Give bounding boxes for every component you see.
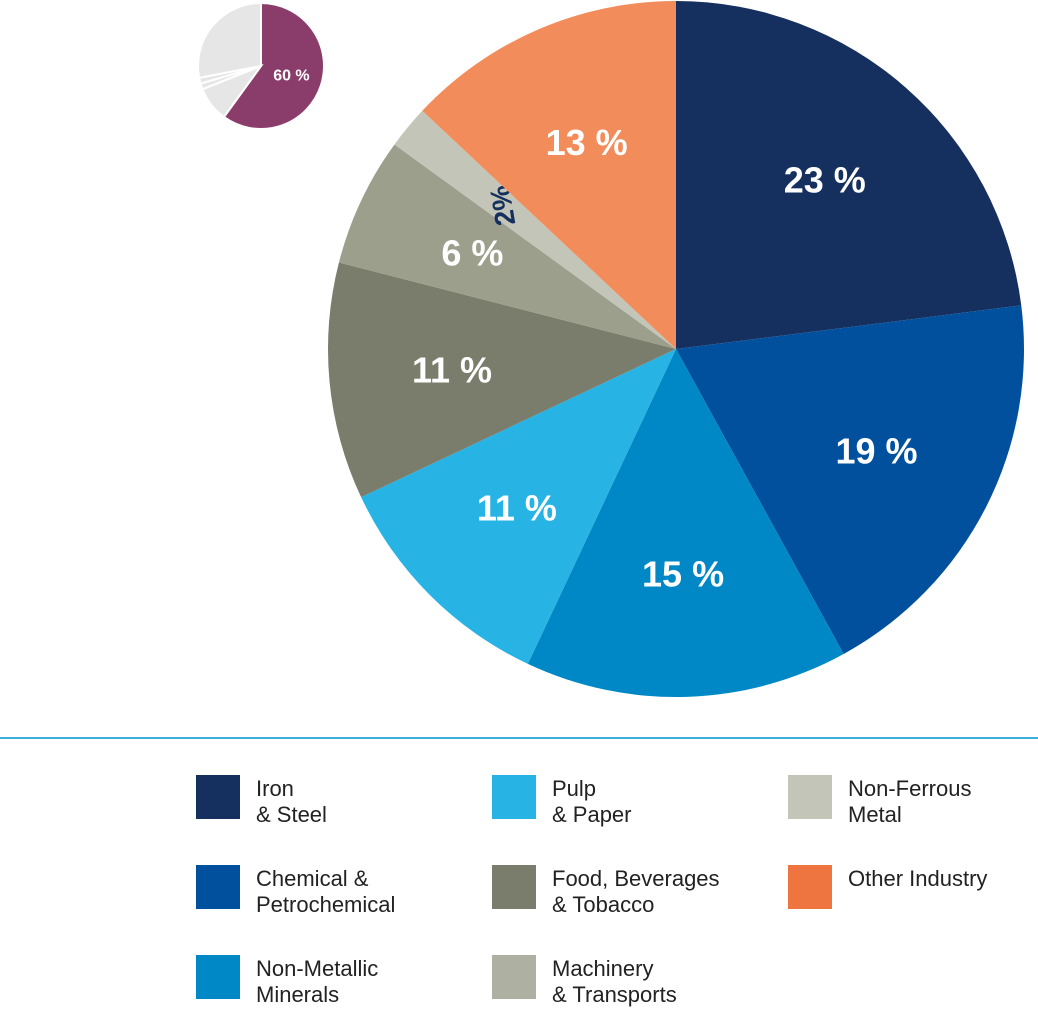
legend-label: Non-Metallic Minerals <box>256 956 379 1007</box>
pie-data-label: 60 % <box>273 67 309 84</box>
legend-item-non-metallic-minerals: Non-Metallic Minerals <box>196 955 378 1008</box>
pie-slice-food-beverages-tobacco <box>328 262 676 498</box>
pie-slice-other-industry <box>422 1 676 349</box>
legend-swatch <box>788 865 832 909</box>
pie-slice-non-ferrous-metal <box>394 110 676 349</box>
pie-slice-pulp-paper <box>361 349 676 664</box>
legend-label: Food, Beverages & Tobacco <box>552 866 720 917</box>
pie-slice-industry <box>222 1 325 130</box>
legend-label: Chemical & Petrochemical <box>256 866 396 917</box>
legend: Iron & Steel Chemical & Petrochemical No… <box>196 770 1038 1010</box>
pie-data-label: 13 % <box>546 122 628 163</box>
pie-slice-other-4 <box>197 1 262 79</box>
legend-item-chemical-petrochemical: Chemical & Petrochemical <box>196 865 395 918</box>
pie-data-label: 11 % <box>477 488 557 529</box>
legend-swatch <box>788 775 832 819</box>
legend-swatch <box>492 865 536 909</box>
legend-swatch <box>196 955 240 999</box>
pie-slice-machinery-transports <box>338 144 676 349</box>
legend-item-other-industry: Other Industry <box>788 865 987 909</box>
legend-item-iron-steel: Iron & Steel <box>196 775 327 828</box>
pie-slice-iron-steel <box>676 1 1022 349</box>
legend-label: Iron & Steel <box>256 776 327 827</box>
legend-swatch <box>492 955 536 999</box>
legend-label: Pulp & Paper <box>552 776 632 827</box>
main-pie-chart: 23 %19 %15 %11 %11 %6 %2%13 % <box>328 1 1024 697</box>
pie-data-label: 6 % <box>441 233 503 274</box>
pie-slice-non-metallic-minerals <box>527 349 844 697</box>
mini-pie-chart: 60 % <box>197 1 325 130</box>
pie-data-label: 19 % <box>835 431 917 472</box>
legend-item-non-ferrous-metal: Non-Ferrous Metal <box>788 775 971 828</box>
pie-slice-chemical-petrochemical <box>676 305 1024 654</box>
pie-data-label: 11 % <box>412 350 492 391</box>
legend-swatch <box>196 865 240 909</box>
legend-swatch <box>196 775 240 819</box>
pie-data-label: 15 % <box>642 553 724 594</box>
pie-data-label: 23 % <box>784 160 866 201</box>
legend-label: Machinery & Transports <box>552 956 677 1007</box>
legend-item-pulp-paper: Pulp & Paper <box>492 775 632 828</box>
legend-label: Non-Ferrous Metal <box>848 776 972 827</box>
legend-item-food-beverages-tobacco: Food, Beverages & Tobacco <box>492 865 720 918</box>
legend-swatch <box>492 775 536 819</box>
legend-label: Other Industry <box>848 866 988 891</box>
legend-item-machinery-transports: Machinery & Transports <box>492 955 677 1008</box>
